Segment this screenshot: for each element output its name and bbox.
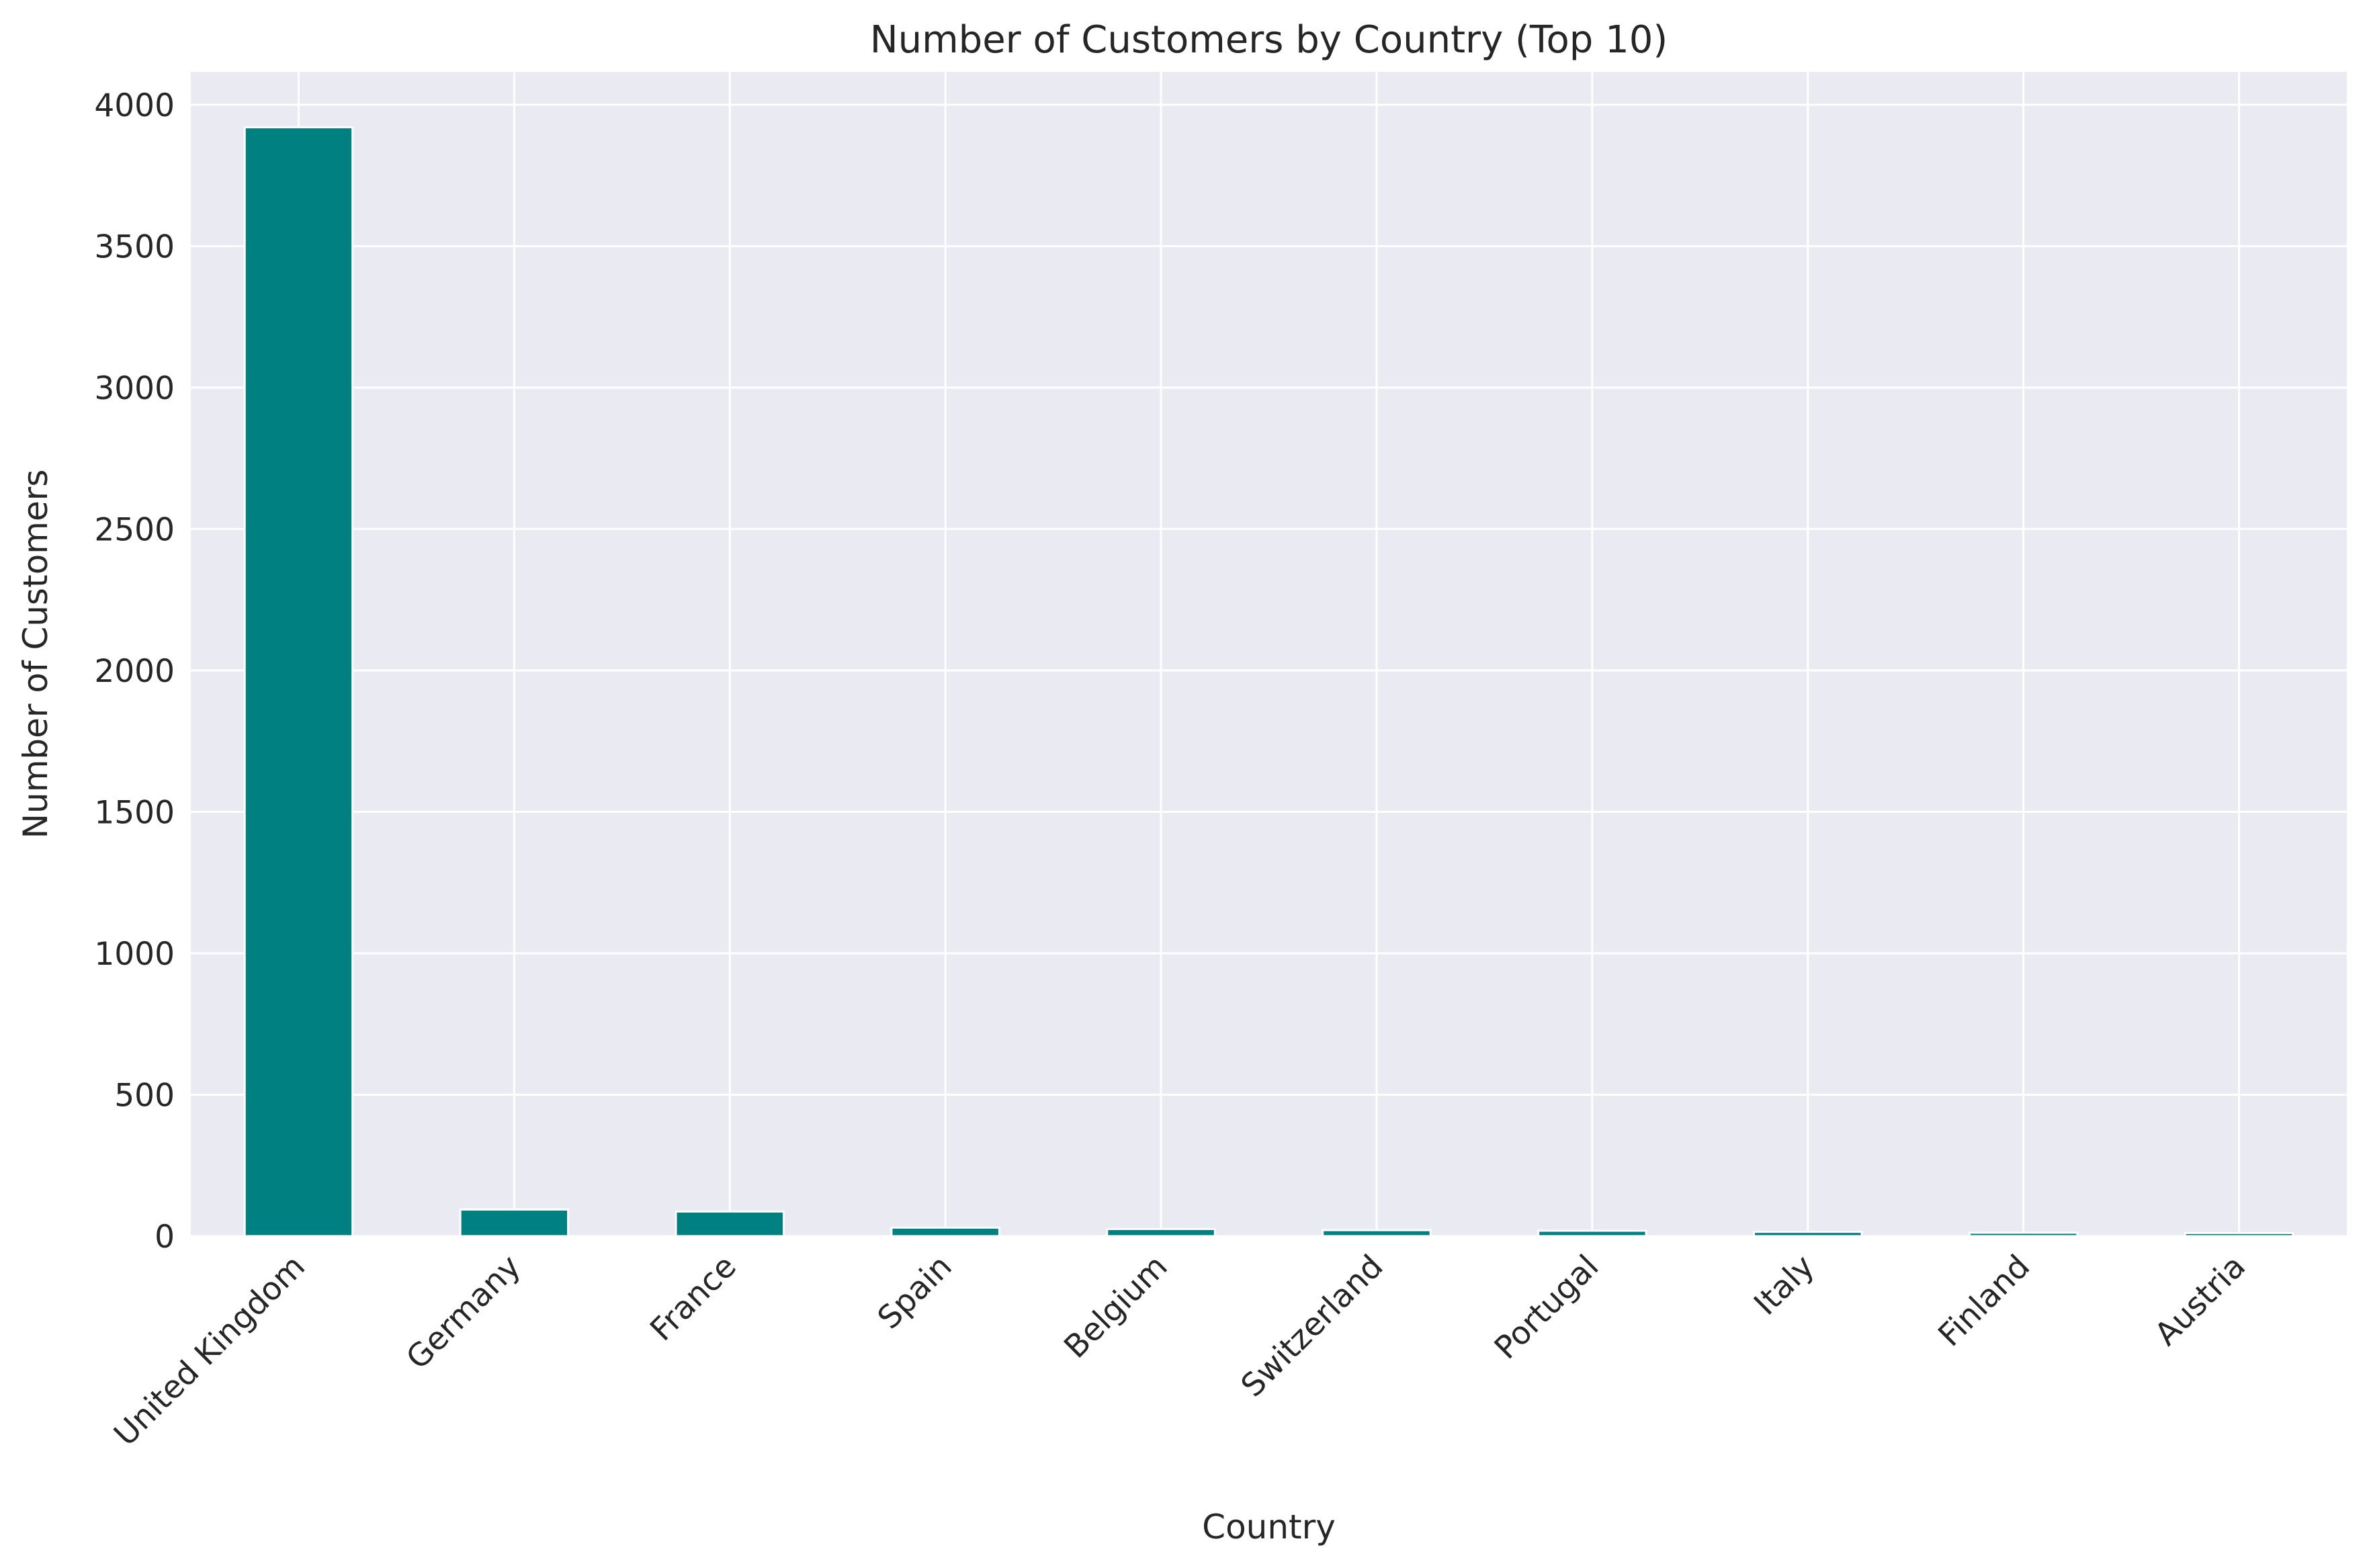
x-tick-label: Germany [399,1248,528,1377]
bar-spain [890,1226,1000,1237]
bars [243,126,2294,1237]
y-axis-label: Number of Customers [16,470,55,839]
x-tick-label: Italy [1747,1248,1821,1323]
x-tick-label: Finland [1931,1248,2037,1354]
chart-title: Number of Customers by Country (Top 10) [870,18,1668,62]
x-axis-ticks: United Kingdom Germany France Spain Belgium S… [107,1248,2253,1454]
y-tick-label: 0 [155,1219,175,1256]
x-tick-label: Switzerland [1234,1248,1391,1405]
bar-austria [2184,1231,2294,1237]
bar-switzerland [1322,1229,1432,1237]
bar-italy [1753,1231,1863,1237]
y-axis-ticks: 0 500 1000 1500 2000 2500 3000 3500 4000 [94,87,175,1256]
x-axis-label: Country [1202,1508,1336,1547]
bar-germany [459,1208,570,1237]
y-tick-label: 3000 [94,370,175,407]
y-tick-label: 500 [114,1077,175,1114]
y-tick-label: 1500 [94,794,175,831]
bar-france [675,1210,785,1237]
y-tick-label: 1000 [94,936,175,973]
x-tick-label: Portugal [1488,1248,1606,1367]
plot-area [191,72,2347,1236]
bar-finland [1968,1231,2079,1237]
y-tick-label: 2000 [94,653,175,690]
x-tick-label: France [643,1248,743,1348]
x-tick-label: Belgium [1057,1248,1174,1366]
bar-belgium [1106,1227,1216,1237]
x-tick-label: Austria [2148,1248,2253,1353]
x-tick-label: Spain [871,1248,959,1337]
y-tick-label: 3500 [94,228,175,265]
bar-portugal [1537,1229,1647,1237]
y-tick-label: 2500 [94,511,175,548]
y-tick-label: 4000 [94,87,175,124]
bar-united-kingdom [243,126,354,1237]
x-tick-label: United Kingdom [107,1248,312,1454]
